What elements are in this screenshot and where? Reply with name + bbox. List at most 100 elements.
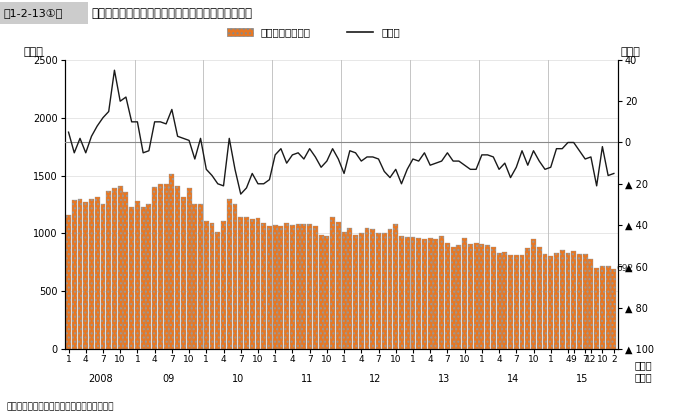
Bar (600, 266, 605, 349)
Bar (376, 233, 381, 349)
Bar (508, 255, 513, 349)
Bar (428, 238, 433, 349)
Bar (474, 242, 479, 349)
Bar (554, 253, 559, 349)
Text: 10: 10 (232, 374, 244, 384)
Bar (399, 236, 404, 349)
Bar (589, 259, 593, 349)
Text: 15: 15 (576, 374, 589, 384)
Bar (462, 238, 467, 349)
Text: （年）: （年） (635, 373, 653, 382)
Bar (479, 244, 484, 349)
Bar (301, 224, 306, 349)
Bar (141, 207, 145, 349)
Text: 11: 11 (301, 374, 313, 384)
Bar (147, 204, 151, 349)
Bar (496, 253, 502, 349)
Text: 第1-2-13①図: 第1-2-13①図 (3, 8, 62, 19)
Bar (313, 226, 318, 349)
Bar (330, 217, 335, 349)
Text: 2008: 2008 (88, 374, 113, 384)
Bar (531, 239, 536, 349)
Bar (255, 218, 261, 349)
Bar (204, 221, 208, 349)
Text: （月）: （月） (635, 361, 653, 370)
Bar (370, 229, 375, 349)
Bar (278, 226, 283, 349)
Bar (261, 223, 266, 349)
Bar (267, 226, 272, 349)
Bar (152, 187, 157, 349)
Bar (514, 255, 519, 349)
Legend: 中小企業（左軸）, 前年比: 中小企業（左軸）, 前年比 (227, 28, 401, 38)
Bar (129, 207, 134, 349)
Bar (583, 254, 587, 349)
Bar (468, 244, 473, 349)
Bar (164, 184, 168, 349)
Bar (117, 186, 123, 349)
Bar (566, 253, 570, 349)
Bar (491, 247, 496, 349)
Bar (342, 232, 346, 349)
Bar (594, 268, 599, 349)
Bar (181, 197, 186, 349)
Bar (135, 201, 140, 349)
Bar (416, 238, 421, 349)
Bar (210, 223, 215, 349)
Bar (244, 217, 249, 349)
Bar (422, 239, 427, 349)
Bar (72, 200, 77, 349)
Bar (411, 237, 416, 349)
Bar (198, 204, 203, 349)
Bar (175, 186, 180, 349)
Bar (187, 188, 191, 349)
Bar (451, 247, 456, 349)
Bar (526, 248, 530, 349)
Bar (456, 245, 461, 349)
Text: 09: 09 (163, 374, 175, 384)
Text: 14: 14 (507, 374, 519, 384)
Bar (543, 254, 547, 349)
Bar (215, 232, 220, 349)
Bar (382, 233, 387, 349)
Bar (95, 197, 100, 349)
Bar (84, 202, 88, 349)
Bar (295, 224, 301, 349)
Bar (285, 223, 289, 349)
Bar (273, 225, 278, 349)
Bar (388, 229, 392, 349)
Bar (336, 222, 341, 349)
Bar (445, 242, 449, 349)
Bar (577, 254, 582, 349)
Bar (611, 269, 617, 349)
Text: （件）: （件） (23, 47, 43, 57)
Bar (348, 228, 352, 349)
Bar (537, 247, 542, 349)
Bar (112, 188, 117, 349)
Text: 13: 13 (439, 374, 451, 384)
Text: （％）: （％） (621, 47, 640, 57)
Bar (170, 174, 175, 349)
Bar (158, 184, 163, 349)
Bar (485, 245, 490, 349)
Bar (290, 225, 295, 349)
FancyBboxPatch shape (0, 2, 88, 24)
Bar (439, 236, 444, 349)
Text: 中小企業・小規模事業者の倒産件数の推移（短期）: 中小企業・小規模事業者の倒産件数の推移（短期） (92, 7, 253, 20)
Bar (250, 219, 255, 349)
Bar (318, 235, 324, 349)
Bar (606, 266, 610, 349)
Bar (433, 239, 439, 349)
Bar (66, 215, 71, 349)
Bar (405, 237, 409, 349)
Bar (221, 221, 226, 349)
Bar (359, 233, 364, 349)
Bar (365, 228, 369, 349)
Bar (307, 224, 312, 349)
Bar (124, 192, 128, 349)
Bar (353, 235, 358, 349)
Bar (107, 190, 111, 349)
Text: 12: 12 (369, 374, 382, 384)
Bar (89, 199, 94, 349)
Bar (227, 199, 232, 349)
